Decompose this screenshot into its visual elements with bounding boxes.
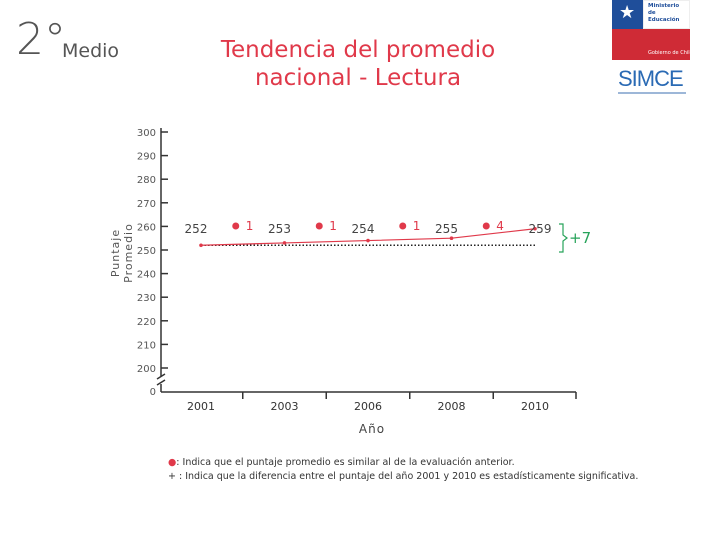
y-tick-label: 280 [137, 175, 156, 186]
difference-label: 1 [413, 219, 421, 233]
data-label: 255 [435, 222, 458, 236]
chile-flag-logo: ★ Ministerio de Educación Gobierno de Ch… [612, 0, 693, 60]
simce-brand: SIMCE [618, 66, 684, 91]
y-tick-label: 250 [137, 246, 156, 257]
y-tick-label: 260 [137, 222, 156, 233]
grade-number: 2° [16, 14, 66, 65]
y-break-label: 0 [150, 387, 156, 398]
x-tick-label: 2001 [187, 400, 215, 413]
y-tick-label: 300 [137, 128, 156, 139]
difference-dot [315, 222, 323, 230]
axis-break-mark [156, 373, 166, 380]
government-label: Gobierno de Chile [648, 50, 693, 56]
data-label: 252 [185, 222, 208, 236]
data-label: 253 [268, 222, 291, 236]
data-point [366, 238, 370, 243]
legend-plus-row: + : Indica que la diferencia entre el pu… [168, 470, 638, 484]
y-tick-label: 230 [137, 293, 156, 304]
y-tick-label: 200 [137, 364, 156, 375]
title-line-1: Tendencia del promedio [220, 37, 496, 63]
data-point [533, 226, 537, 231]
page-title: Tendencia del promedio nacional - Lectur… [168, 36, 548, 92]
total-change-label: +7 [569, 229, 591, 247]
star-icon: ★ [619, 2, 636, 23]
title-line-2: nacional - Lectura [254, 65, 462, 91]
change-bracket [559, 223, 568, 253]
difference-label: 4 [496, 219, 504, 233]
data-point [449, 236, 454, 240]
legend-dot-icon: ● [168, 457, 177, 468]
y-tick-label: 240 [137, 270, 156, 281]
y-tick-label: 270 [137, 199, 156, 210]
x-tick-label: 2010 [521, 400, 549, 413]
y-tick-label: 210 [137, 340, 156, 351]
y-tick-label: 220 [137, 317, 156, 328]
x-tick-label: 2003 [271, 400, 299, 413]
x-axis-label: Año [358, 422, 386, 436]
data-label: 254 [352, 222, 375, 236]
ministry-line-2: Educación [648, 17, 680, 23]
simce-underline [618, 92, 686, 94]
legend-plus-icon: + [168, 471, 176, 482]
legend-plus-text: : Indica que la diferencia entre el punt… [175, 471, 639, 482]
axis-break-mark [156, 379, 166, 386]
data-label: 259 [529, 222, 552, 236]
difference-dot [399, 222, 407, 230]
difference-label: 1 [246, 219, 254, 233]
grade-word: Medio [62, 40, 120, 62]
legend: ●: Indica que el puntaje promedio es sim… [168, 456, 638, 484]
data-point [282, 241, 287, 245]
ministry-logo: ★ Ministerio de Educación Gobierno de Ch… [612, 0, 693, 104]
ministry-line-1: Ministerio de [648, 3, 680, 16]
difference-dot [232, 222, 240, 230]
difference-dot [482, 222, 490, 230]
flag-white-field [643, 0, 690, 29]
flag-blue-field: ★ [612, 0, 643, 29]
x-tick-label: 2008 [438, 400, 466, 413]
x-tick-label: 2006 [354, 400, 382, 413]
ministry-name: Ministerio de Educación [648, 3, 688, 24]
y-tick-label: 290 [137, 152, 156, 163]
legend-dot-row: ●: Indica que el puntaje promedio es sim… [168, 456, 638, 470]
flag-red-field [612, 29, 690, 60]
data-point [199, 243, 203, 248]
difference-label: 1 [329, 219, 337, 233]
legend-dot-text: : Indica que el puntaje promedio es simi… [176, 457, 515, 468]
